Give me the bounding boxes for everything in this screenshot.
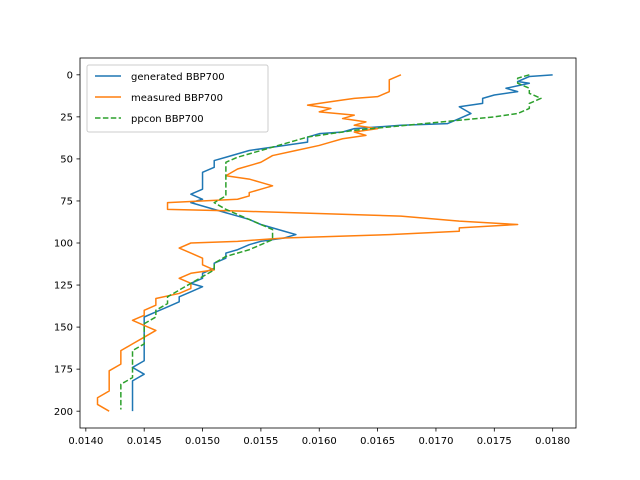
x-tick-label: 0.0180 <box>535 436 570 447</box>
legend-label-generated: generated BBP700 <box>131 72 225 83</box>
y-tick-label: 50 <box>60 155 73 166</box>
x-tick-label: 0.0150 <box>185 436 220 447</box>
legend-label-ppcon: ppcon BBP700 <box>131 114 204 125</box>
x-tick-label: 0.0160 <box>302 436 337 447</box>
legend-label-measured: measured BBP700 <box>131 93 223 104</box>
y-tick-label: 75 <box>60 197 73 208</box>
x-axis: 0.0140 0.0145 0.0150 0.0155 0.0160 0.0165 0.01… <box>68 428 570 447</box>
x-tick-label: 0.0170 <box>418 436 453 447</box>
legend: generated BBP700 measured BBP700 ppcon B… <box>86 64 269 133</box>
series-line-1 <box>96 74 519 412</box>
legend-box <box>86 64 269 133</box>
series-line-2 <box>120 74 542 410</box>
x-tick-label: 0.0145 <box>127 436 162 447</box>
y-tick-label: 25 <box>60 112 73 123</box>
y-tick-label: 150 <box>54 323 73 334</box>
y-axis: 0 25 50 75 100 125 150 175 200 <box>54 70 80 418</box>
y-tick-label: 200 <box>54 407 73 418</box>
x-tick-label: 0.0175 <box>477 436 512 447</box>
y-tick-label: 125 <box>54 281 73 292</box>
x-tick-label: 0.0155 <box>243 436 278 447</box>
y-tick-label: 175 <box>54 365 73 376</box>
y-tick-label: 0 <box>67 70 73 81</box>
x-tick-label: 0.0140 <box>68 436 103 447</box>
series-layer <box>96 74 553 412</box>
y-tick-label: 100 <box>54 239 73 250</box>
x-tick-label: 0.0165 <box>360 436 395 447</box>
